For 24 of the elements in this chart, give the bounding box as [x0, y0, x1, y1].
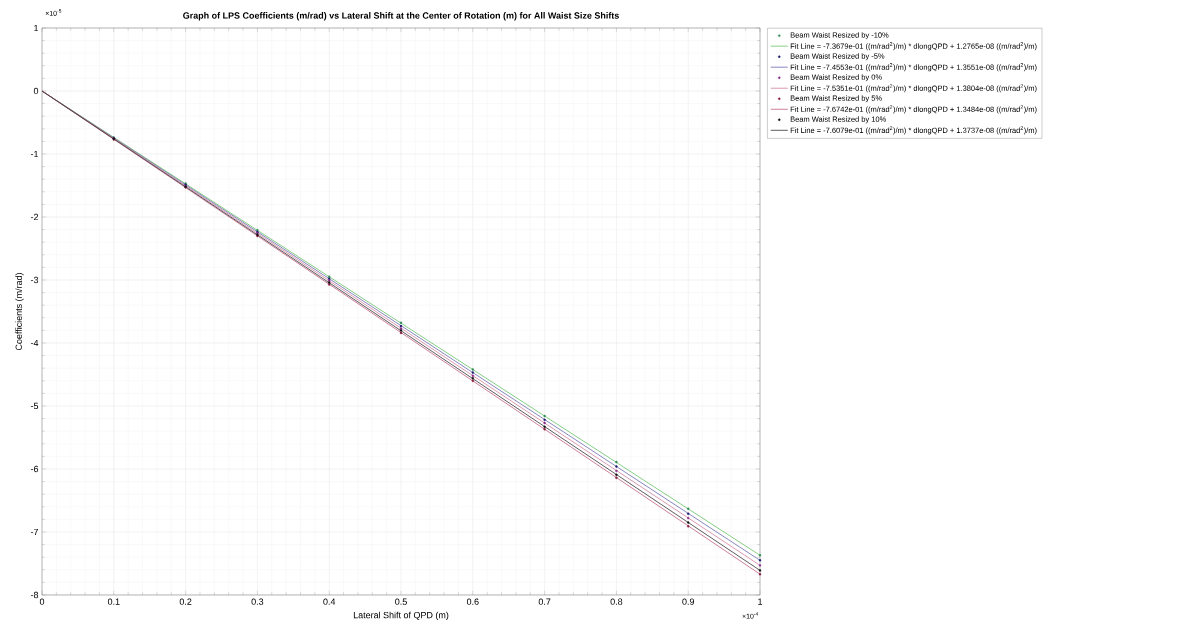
chart-title: Graph of LPS Coefficients (m/rad) vs Lateral Shift at the Center of Rotation (m) for All Waist Size Shifts	[183, 12, 619, 21]
x-tick-label: 0.1	[107, 598, 120, 605]
y-tick-label: 0	[33, 87, 39, 95]
x-tick-label: 0.3	[251, 598, 264, 605]
y-tick-label: -4	[30, 339, 39, 347]
x-tick-label: 0.5	[395, 598, 407, 605]
y-axis-title: Coefficients (m/rad)	[15, 273, 24, 351]
y-tick-label: -8	[30, 591, 39, 599]
y-tick-label: -5	[30, 402, 39, 410]
x-tick-label: 0.4	[323, 598, 336, 605]
x-axis-title: Lateral Shift of QPD (m)	[353, 611, 449, 621]
x-tick-label: 0.7	[538, 598, 551, 605]
y-tick-label: -6	[30, 465, 39, 473]
x-tick-label: 0	[39, 598, 45, 605]
y-tick-label: -1	[30, 150, 39, 158]
x-tick-label: 0.2	[179, 598, 192, 605]
y-tick-label: 1	[34, 24, 39, 32]
x-tick-label: 0.9	[682, 598, 695, 605]
x-tick-label: 0.8	[610, 598, 623, 605]
y-tick-label: -3	[30, 276, 39, 284]
y-tick-label: -2	[30, 213, 39, 221]
x-tick-label: 1	[758, 598, 763, 605]
x-tick-label: 0.6	[466, 598, 479, 605]
y-tick-label: -7	[30, 528, 39, 536]
